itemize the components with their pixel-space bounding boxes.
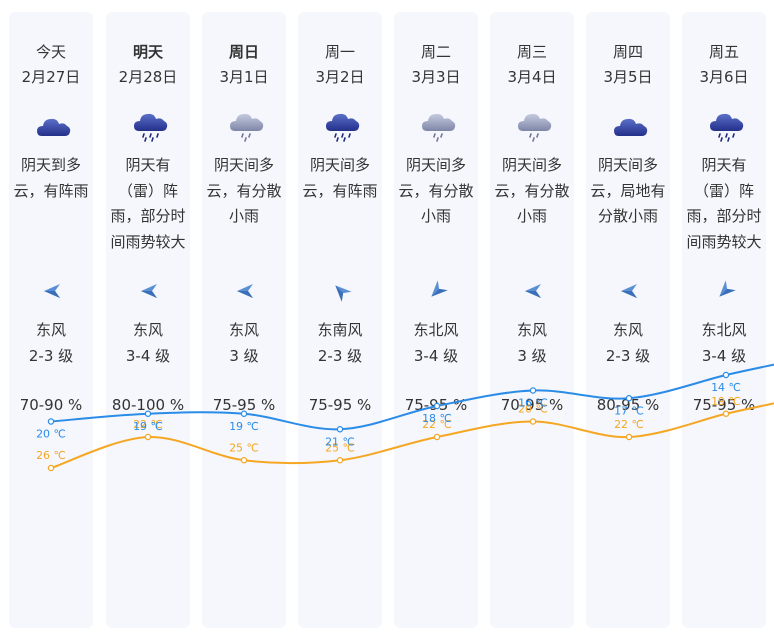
weather-description-line: 小雨	[228, 207, 259, 225]
wind-level-label: 3-4 级	[413, 347, 459, 365]
weather-description-line: 小雨	[516, 207, 547, 225]
weather-description-line: 间雨势较大	[110, 232, 186, 251]
wind-direction-arrow-downleft-icon	[426, 280, 448, 302]
wind-level-label: 3 级	[517, 347, 547, 365]
day-label: 周一	[324, 43, 355, 61]
forecast-day-card: 周五 3月6日 阴天有 （雷）阵雨，部分时间雨势较大 东北风 3-4 级 75-9…	[682, 12, 766, 628]
forecast-day-card: 明天 2月28日 阴天有 （雷）阵雨，部分时间雨势较大 东风 3-4 级 80-1…	[106, 12, 190, 628]
day-label: 周五	[708, 43, 739, 61]
wind-level-label: 2-3 级	[605, 347, 651, 365]
weather-description: 阴天有 （雷）阵雨，部分时间雨势较大	[106, 153, 190, 255]
weather-description-line: 云，局地有	[590, 181, 666, 200]
date-label: 2月28日	[118, 68, 178, 86]
forecast-day-card: 今天 2月27日 阴天到多云，有阵雨 东风 2-3 级 70-90 %	[9, 12, 93, 628]
wind-direction-label: 东风	[516, 321, 547, 339]
date-label: 3月4日	[507, 68, 557, 86]
date-label: 3月6日	[699, 68, 749, 86]
wind-direction-label: 东北风	[413, 321, 459, 339]
weather-description: 阴天间多云，有分散小雨	[202, 153, 286, 230]
day-label: 今天	[35, 43, 66, 61]
date-label: 3月1日	[219, 68, 269, 86]
wind-direction-label: 东风	[612, 321, 643, 339]
forecast-day-card: 周二 3月3日 阴天间多云，有分散小雨 东北风 3-4 级 75-95 %	[394, 12, 478, 628]
cloud-rain-icon	[325, 112, 361, 142]
humidity-label: 70-90 %	[19, 396, 83, 414]
weather-description: 阴天到多云，有阵雨	[9, 153, 93, 204]
day-label: 明天	[132, 43, 163, 61]
wind-level-label: 2-3 级	[28, 347, 74, 365]
weather-description: 阴天有 （雷）阵雨，部分时间雨势较大	[682, 153, 766, 255]
date-label: 3月5日	[603, 68, 653, 86]
humidity-label: 75-95 %	[404, 396, 468, 414]
weather-description-line: 阴天有	[125, 156, 171, 174]
weather-description-line: 雨，部分时	[110, 207, 186, 225]
wind-direction-label: 东南风	[317, 321, 363, 339]
wind-direction-arrow-left-icon	[522, 280, 544, 302]
weather-description-line: （雷）阵	[117, 181, 178, 200]
wind-direction-arrow-downleft-icon	[714, 280, 736, 302]
cloud-rain-icon	[133, 112, 169, 142]
day-label: 周日	[228, 43, 259, 61]
wind-direction-label: 东风	[132, 321, 163, 339]
wind-direction-arrow-left-icon	[618, 280, 640, 302]
wind-level-label: 3-4 级	[701, 347, 747, 365]
wind-direction-arrow-left-icon	[234, 280, 256, 302]
wind-direction-label: 东风	[228, 321, 259, 339]
weather-description: 阴天间多云，有分散小雨	[394, 153, 478, 230]
weather-description-line: 小雨	[420, 207, 451, 225]
wind-level-label: 2-3 级	[317, 347, 363, 365]
weather-description: 阴天间多云，局地有分散小雨	[586, 153, 670, 230]
weather-description-line: 分散小雨	[597, 207, 658, 225]
weather-description-line: 云，有分散	[206, 181, 282, 200]
date-label: 3月2日	[315, 68, 365, 86]
day-label: 周二	[420, 43, 451, 61]
weather-description-line: 云，有阵雨	[302, 181, 378, 200]
humidity-label: 70-95 %	[500, 396, 564, 414]
forecast-day-card: 周一 3月2日 阴天间多云，有阵雨 东南风 2-3 级 75-95 %	[298, 12, 382, 628]
forecast-day-card: 周三 3月4日 阴天间多云，有分散小雨 东风 3 级 70-95 %	[490, 12, 574, 628]
humidity-label: 75-95 %	[308, 396, 372, 414]
weather-description-line: 阴天到多	[20, 156, 81, 174]
wind-direction-arrow-upleft-icon	[330, 280, 352, 302]
weather-description-line: 阴天间多	[405, 156, 466, 174]
light-rain-icon	[229, 112, 265, 142]
light-rain-icon	[517, 112, 553, 142]
weather-description: 阴天间多云，有阵雨	[298, 153, 382, 204]
weather-description-line: 云，有分散	[398, 181, 474, 200]
wind-direction-label: 东风	[35, 321, 66, 339]
forecast-day-card: 周四 3月5日 阴天间多云，局地有分散小雨 东风 2-3 级 80-95 %	[586, 12, 670, 628]
wind-level-label: 3 级	[229, 347, 259, 365]
light-rain-icon	[421, 112, 457, 142]
weather-description-line: 阴天间多	[597, 156, 658, 174]
wind-direction-arrow-left-icon	[138, 280, 160, 302]
humidity-label: 80-100 %	[111, 396, 185, 414]
humidity-label: 75-95 %	[692, 396, 756, 414]
forecast-day-card: 周日 3月1日 阴天间多云，有分散小雨 东风 3 级 75-95 %	[202, 12, 286, 628]
humidity-label: 80-95 %	[596, 396, 660, 414]
weather-description-line: 阴天间多	[501, 156, 562, 174]
day-label: 周三	[516, 43, 547, 61]
weather-description-line: 间雨势较大	[686, 232, 762, 251]
weather-description-line: 雨，部分时	[686, 207, 762, 225]
humidity-label: 75-95 %	[212, 396, 276, 414]
wind-direction-arrow-left-icon	[41, 280, 63, 302]
cloud-icon	[36, 112, 72, 142]
weather-description-line: 阴天间多	[309, 156, 370, 174]
day-label: 周四	[612, 43, 643, 61]
weather-description-line: 阴天间多	[213, 156, 274, 174]
wind-direction-label: 东北风	[701, 321, 747, 339]
weather-description-line: 云，有阵雨	[13, 181, 89, 200]
weather-description-line: 云，有分散	[494, 181, 570, 200]
cloud-rain-icon	[709, 112, 745, 142]
weather-description: 阴天间多云，有分散小雨	[490, 153, 574, 230]
weather-description-line: 阴天有	[701, 156, 747, 174]
weather-description-line: （雷）阵	[693, 181, 754, 200]
date-label: 2月27日	[21, 68, 81, 86]
wind-level-label: 3-4 级	[125, 347, 171, 365]
cloud-icon	[613, 112, 649, 142]
date-label: 3月3日	[411, 68, 461, 86]
